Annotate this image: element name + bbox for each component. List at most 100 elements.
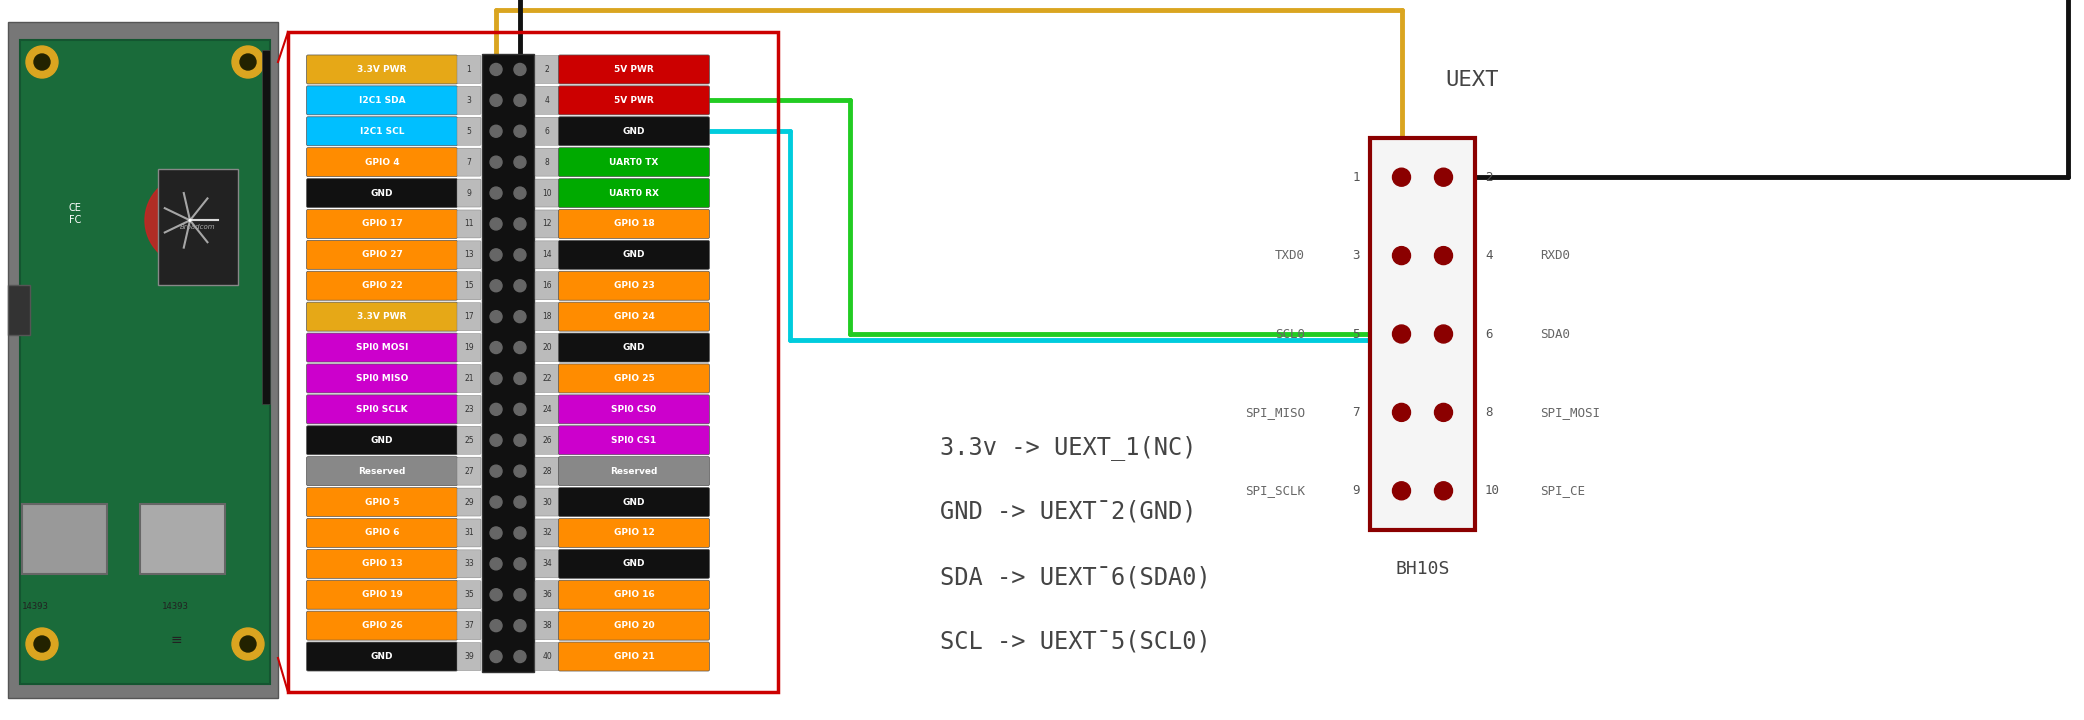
Text: 32: 32 [542,528,552,537]
FancyBboxPatch shape [456,210,481,238]
FancyBboxPatch shape [306,364,458,393]
Circle shape [1434,247,1453,265]
FancyBboxPatch shape [306,395,458,424]
FancyBboxPatch shape [456,550,481,578]
Text: 10: 10 [542,189,552,197]
Text: SCL -> UEXT¯5(SCL0): SCL -> UEXT¯5(SCL0) [940,630,1211,654]
Circle shape [1434,482,1453,500]
Text: GND: GND [623,251,646,259]
Text: 14393: 14393 [21,602,48,611]
Circle shape [1392,403,1411,421]
Bar [140,504,225,574]
Circle shape [515,434,525,446]
Text: 14393: 14393 [163,602,188,611]
Circle shape [1434,403,1453,421]
Circle shape [515,651,525,662]
Text: GPIO 27: GPIO 27 [361,251,402,259]
Text: SPI0 SCLK: SPI0 SCLK [356,405,408,414]
Text: GPIO 4: GPIO 4 [365,158,400,166]
Text: GPIO 19: GPIO 19 [361,590,402,599]
Text: GPIO 20: GPIO 20 [613,621,654,630]
Text: SPI_MOSI: SPI_MOSI [1540,406,1601,419]
Circle shape [490,403,502,415]
Text: 24: 24 [542,405,552,414]
FancyBboxPatch shape [536,55,559,84]
Text: 4: 4 [1486,249,1492,262]
Circle shape [515,527,525,539]
FancyBboxPatch shape [456,55,481,84]
Text: 19: 19 [465,343,473,352]
Text: 9: 9 [1353,485,1361,498]
Text: SPI0 MISO: SPI0 MISO [356,374,408,383]
FancyBboxPatch shape [536,179,559,207]
FancyBboxPatch shape [559,426,709,455]
Text: GPIO 5: GPIO 5 [365,498,400,507]
FancyBboxPatch shape [306,333,458,362]
Text: 34: 34 [542,559,552,568]
Circle shape [25,46,58,78]
Circle shape [490,218,502,230]
FancyBboxPatch shape [536,302,559,330]
FancyBboxPatch shape [456,612,481,639]
FancyBboxPatch shape [456,148,481,176]
FancyBboxPatch shape [536,333,559,361]
Circle shape [25,628,58,660]
Text: GND: GND [623,498,646,507]
FancyBboxPatch shape [456,241,481,269]
Circle shape [33,54,50,70]
FancyBboxPatch shape [536,457,559,485]
FancyBboxPatch shape [456,86,481,114]
Text: 3: 3 [1353,249,1361,262]
FancyBboxPatch shape [306,86,458,114]
Text: CE
FC: CE FC [69,203,81,225]
Circle shape [231,46,265,78]
FancyBboxPatch shape [559,302,709,331]
Circle shape [490,434,502,446]
Circle shape [1392,482,1411,500]
FancyBboxPatch shape [536,642,559,670]
FancyBboxPatch shape [559,117,709,145]
FancyBboxPatch shape [306,549,458,578]
Text: RXD0: RXD0 [1540,249,1569,262]
Circle shape [490,341,502,354]
FancyBboxPatch shape [559,395,709,424]
Circle shape [1434,168,1453,186]
FancyBboxPatch shape [536,210,559,238]
Circle shape [490,558,502,570]
Text: SPI0 CS0: SPI0 CS0 [611,405,656,414]
Text: SPI0 MOSI: SPI0 MOSI [356,343,408,352]
Text: BH10S: BH10S [1396,560,1450,578]
Text: 10: 10 [1486,485,1500,498]
FancyBboxPatch shape [536,117,559,145]
Circle shape [1434,325,1453,343]
FancyBboxPatch shape [559,86,709,114]
Text: GPIO 18: GPIO 18 [613,220,654,228]
FancyBboxPatch shape [306,487,458,516]
Text: 5: 5 [467,127,471,136]
Text: GPIO 13: GPIO 13 [363,559,402,568]
FancyBboxPatch shape [306,611,458,640]
FancyBboxPatch shape [456,519,481,547]
Text: 29: 29 [465,498,473,507]
Circle shape [515,249,525,261]
Circle shape [515,280,525,292]
Text: 4: 4 [544,96,550,105]
Text: SPI_MISO: SPI_MISO [1244,406,1305,419]
Text: SDA0: SDA0 [1540,328,1569,341]
Circle shape [1392,168,1411,186]
FancyBboxPatch shape [456,271,481,300]
FancyBboxPatch shape [456,333,481,361]
Text: GND: GND [623,343,646,352]
Text: 13: 13 [465,251,473,259]
FancyBboxPatch shape [559,333,709,362]
FancyBboxPatch shape [306,580,458,609]
Text: 7: 7 [1353,406,1361,419]
Text: 27: 27 [465,467,473,476]
Text: 15: 15 [465,282,473,290]
Circle shape [490,372,502,384]
Text: 8: 8 [1486,406,1492,419]
Text: GPIO 12: GPIO 12 [613,528,654,537]
Text: GND: GND [371,189,394,197]
Text: 30: 30 [542,498,552,507]
FancyBboxPatch shape [306,210,458,238]
